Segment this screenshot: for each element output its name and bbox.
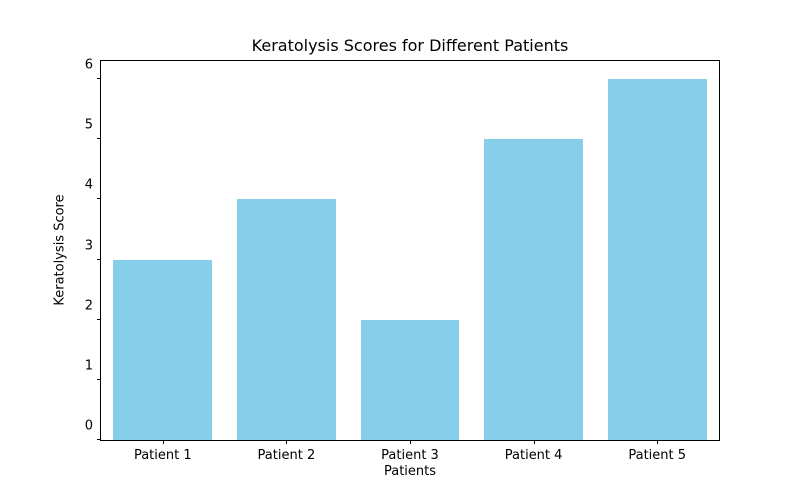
y-tick-label: 2 (84, 298, 93, 314)
bar-patient-5 (607, 79, 707, 440)
y-tick-mark (97, 138, 101, 140)
plot-area: 0 1 2 3 4 5 6 Patient 1 Patient 2 Patient 3 Patien… (85, 58, 720, 463)
x-tick-mark (533, 440, 535, 444)
y-tick-mark (97, 78, 101, 80)
y-tick-mark (97, 258, 101, 260)
x-tick-mark (162, 440, 164, 444)
y-tick-label: 4 (84, 177, 93, 193)
y-tick-mark (97, 198, 101, 200)
y-tick-mark (97, 378, 101, 380)
y-tick-label: 1 (84, 358, 93, 374)
x-tick-label: Patient 2 (257, 448, 316, 463)
y-tick-mark (97, 439, 101, 440)
x-tick-label: Patient 3 (381, 448, 439, 463)
y-tick-label: 6 (84, 57, 93, 73)
x-tick-label: Patient 1 (133, 448, 192, 463)
bar-patient-4 (484, 139, 584, 440)
y-tick-label: 3 (84, 238, 93, 254)
y-tick-label: 0 (84, 418, 93, 434)
bar-patient-3 (360, 319, 460, 440)
x-tick-mark (286, 440, 288, 444)
y-tick-mark (97, 318, 101, 320)
x-tick-mark (410, 440, 411, 444)
bar-patient-2 (236, 199, 336, 440)
x-tick-label: Patient 4 (504, 448, 563, 463)
x-tick-label: Patient 5 (628, 448, 687, 463)
y-tick-label: 5 (84, 117, 93, 133)
bar-patient-1 (113, 259, 213, 440)
chart-title: Keratolysis Scores for Different Patient… (251, 36, 569, 55)
x-axis-label: Patients (383, 464, 437, 479)
x-tick-mark (657, 440, 659, 444)
y-axis-label: Keratolysis Score (52, 194, 68, 306)
